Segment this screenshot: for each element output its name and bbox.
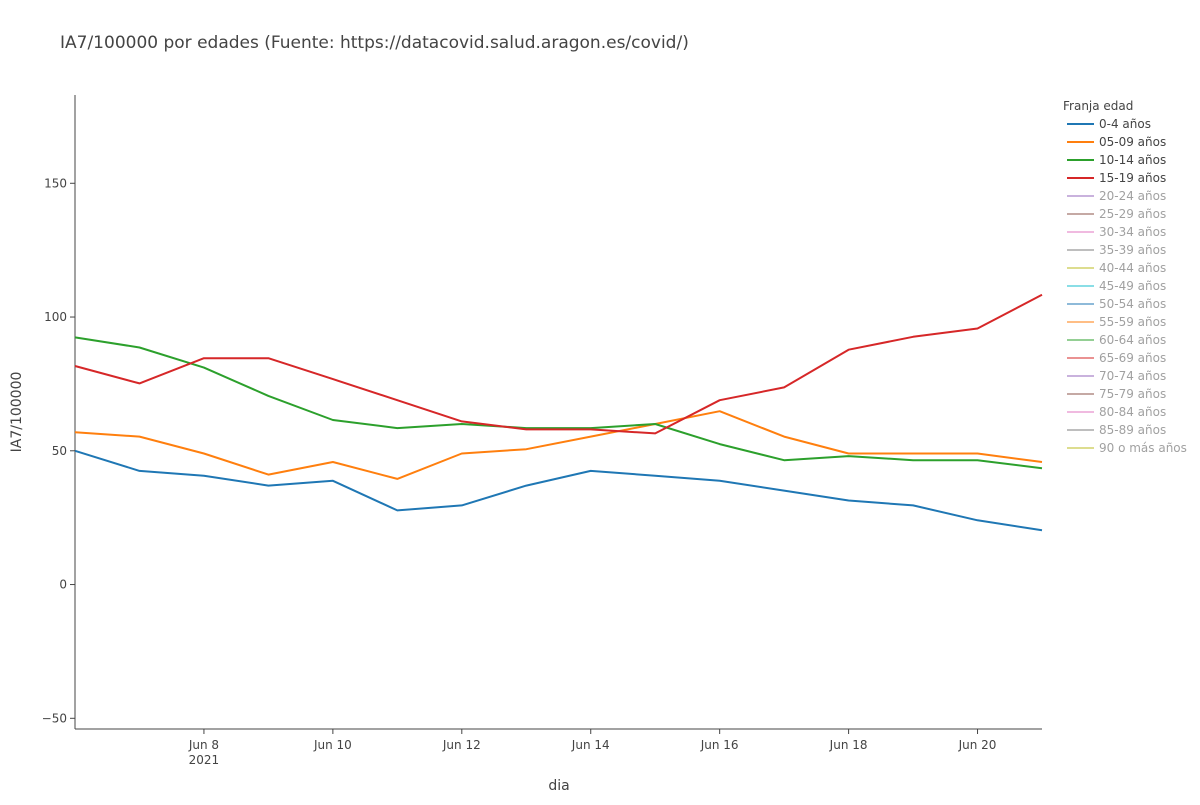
y-tick-label: 50: [52, 444, 67, 458]
legend-label: 75-79 años: [1099, 387, 1166, 401]
legend-item[interactable]: 60-64 años: [1067, 333, 1166, 347]
series-line-1[interactable]: [74, 410, 1043, 480]
legend-item[interactable]: 35-39 años: [1067, 243, 1166, 257]
series-line-3[interactable]: [74, 293, 1043, 435]
chart-title: IA7/100000 por edades (Fuente: https://d…: [60, 33, 689, 53]
legend-item[interactable]: 70-74 años: [1067, 369, 1166, 383]
legend-label: 20-24 años: [1099, 189, 1166, 203]
legend-label: 60-64 años: [1099, 333, 1166, 347]
legend-label: 85-89 años: [1099, 423, 1166, 437]
legend-label: 50-54 años: [1099, 297, 1166, 311]
x-tick-label: Jun 12: [442, 738, 481, 752]
x-tick-label: Jun 8: [188, 738, 219, 752]
series-lines: [74, 293, 1043, 532]
legend: Franja edad 0-4 años 05-09 años 10-14 años…: [1063, 99, 1187, 455]
legend-item[interactable]: 10-14 años: [1067, 153, 1166, 167]
y-tick-label: 150: [44, 176, 67, 190]
legend-item[interactable]: 45-49 años: [1067, 279, 1166, 293]
x-tick-year-label: 2021: [189, 753, 220, 767]
x-tick-label: Jun 14: [571, 738, 610, 752]
legend-label: 25-29 años: [1099, 207, 1166, 221]
legend-label: 70-74 años: [1099, 369, 1166, 383]
y-axis-title: IA7/100000: [9, 372, 25, 453]
legend-item[interactable]: 40-44 años: [1067, 261, 1166, 275]
legend-item[interactable]: 15-19 años: [1067, 171, 1166, 185]
y-axis: −50 0 50 100 150: [42, 176, 75, 725]
x-tick-label: Jun 20: [958, 738, 997, 752]
legend-item[interactable]: 30-34 años: [1067, 225, 1166, 239]
legend-item[interactable]: 55-59 años: [1067, 315, 1166, 329]
legend-label: 65-69 años: [1099, 351, 1166, 365]
legend-label: 30-34 años: [1099, 225, 1166, 239]
legend-label: 05-09 años: [1099, 135, 1166, 149]
legend-item[interactable]: 50-54 años: [1067, 297, 1166, 311]
y-tick-label: 100: [44, 310, 67, 324]
x-tick-label: Jun 10: [313, 738, 352, 752]
y-tick-label: 0: [59, 578, 67, 592]
series-line-0[interactable]: [74, 449, 1043, 532]
legend-item[interactable]: 65-69 años: [1067, 351, 1166, 365]
legend-item[interactable]: 85-89 años: [1067, 423, 1166, 437]
legend-label: 45-49 años: [1099, 279, 1166, 293]
y-tick-label: −50: [42, 711, 67, 725]
legend-label: 90 o más años: [1099, 441, 1187, 455]
legend-item[interactable]: 0-4 años: [1067, 117, 1151, 131]
legend-item[interactable]: 25-29 años: [1067, 207, 1166, 221]
legend-label: 55-59 años: [1099, 315, 1166, 329]
legend-label: 15-19 años: [1099, 171, 1166, 185]
legend-items: 0-4 años 05-09 años 10-14 años 15-19 años 20…: [1067, 117, 1187, 455]
legend-item[interactable]: 20-24 años: [1067, 189, 1166, 203]
legend-item[interactable]: 75-79 años: [1067, 387, 1166, 401]
legend-label: 10-14 años: [1099, 153, 1166, 167]
x-tick-label: Jun 16: [700, 738, 739, 752]
legend-label: 0-4 años: [1099, 117, 1151, 131]
legend-label: 35-39 años: [1099, 243, 1166, 257]
legend-label: 40-44 años: [1099, 261, 1166, 275]
legend-item[interactable]: 90 o más años: [1067, 441, 1187, 455]
x-tick-label: Jun 18: [829, 738, 868, 752]
series-line-2[interactable]: [74, 336, 1043, 470]
legend-label: 80-84 años: [1099, 405, 1166, 419]
legend-item[interactable]: 80-84 años: [1067, 405, 1166, 419]
legend-item[interactable]: 05-09 años: [1067, 135, 1166, 149]
legend-title: Franja edad: [1063, 99, 1133, 113]
x-axis-title: dia: [548, 778, 569, 794]
